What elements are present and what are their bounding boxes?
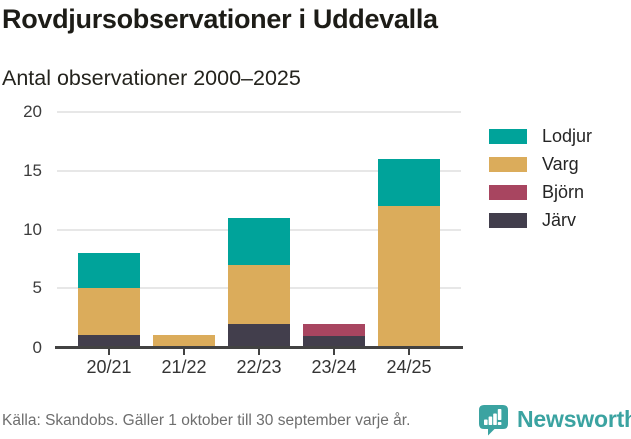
bar-22-23-järv (228, 324, 290, 348)
x-axis-label-23-24: 23/24 (311, 357, 357, 377)
y-axis-label-15: 15 (23, 160, 42, 180)
legend-label-järv: Järv (542, 210, 577, 230)
newsworthy-link[interactable]: Newsworthy (477, 403, 631, 436)
legend-label-björn: Björn (542, 182, 585, 202)
newsworthy-logo-icon (477, 403, 510, 436)
legend-label-varg: Varg (542, 154, 579, 174)
y-axis-label-5: 5 (32, 278, 42, 298)
chart-title: Rovdjursobservationer i Uddevalla (2, 4, 438, 34)
bar-24-25-varg (378, 206, 440, 347)
y-axis-label-20: 20 (23, 102, 42, 121)
bar-21-22-varg (153, 335, 215, 347)
chart-legend: Lodjur Varg Björn Järv (489, 126, 593, 230)
x-axis-line (55, 346, 463, 349)
legend-item-järv: Järv (489, 210, 592, 230)
y-axis-label-10: 10 (23, 219, 42, 239)
legend-swatch-lodjur (489, 129, 527, 144)
chart-subtitle: Antal observationer 2000–2025 (2, 66, 301, 90)
legend-item-varg: Varg (489, 154, 592, 174)
x-axis-label-21-22: 21/22 (161, 357, 207, 377)
legend-item-björn: Björn (489, 182, 592, 202)
legend-swatch-varg (489, 157, 527, 172)
x-tick-21-22 (183, 349, 185, 355)
gridline-15 (57, 169, 461, 172)
bar-24-25-lodjur (378, 159, 440, 206)
bar-23-24-björn (303, 324, 365, 336)
bar-22-23-lodjur (228, 218, 290, 265)
x-tick-20-21 (108, 349, 110, 355)
x-tick-23-24 (333, 349, 335, 355)
newsworthy-wordmark: Newsworthy (517, 406, 631, 432)
gridline-20 (57, 111, 461, 113)
legend-swatch-järv (489, 213, 527, 228)
y-axis-label-0: 0 (32, 338, 42, 357)
bar-23-24-järv (303, 335, 365, 347)
source-note: Källa: Skandobs. Gäller 1 oktober till 3… (2, 412, 411, 429)
x-tick-24-25 (408, 349, 410, 355)
legend-swatch-björn (489, 185, 527, 200)
bar-20-21-varg (78, 288, 140, 335)
bar-22-23-varg (228, 265, 290, 324)
x-axis-label-20-21: 20/21 (86, 357, 132, 377)
x-axis-label-22-23: 22/23 (236, 357, 282, 377)
x-tick-22-23 (258, 349, 260, 355)
x-axis-label-24-25: 24/25 (386, 357, 432, 377)
legend-label-lodjur: Lodjur (542, 126, 593, 146)
bar-20-21-järv (78, 335, 140, 347)
bar-20-21-lodjur (78, 253, 140, 288)
legend-item-lodjur: Lodjur (489, 126, 593, 146)
